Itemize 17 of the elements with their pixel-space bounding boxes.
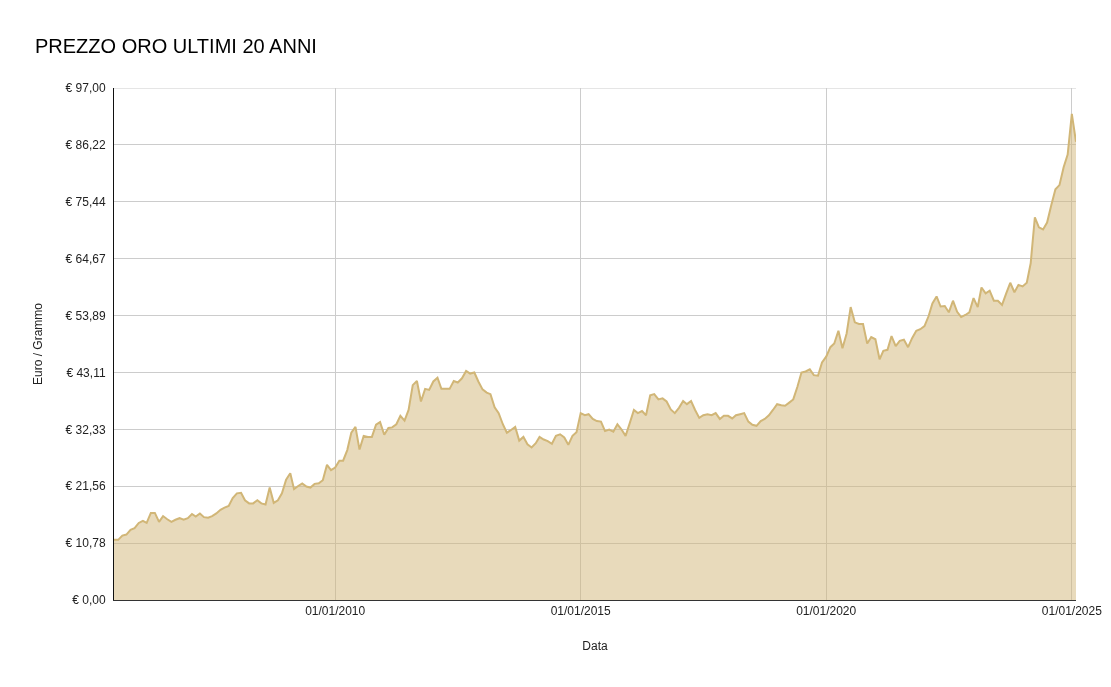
y-tick-label: € 10,78 (65, 536, 106, 551)
chart-title: PREZZO ORO ULTIMI 20 ANNI (35, 35, 317, 57)
x-tick-label: 01/01/2015 (550, 604, 612, 619)
y-tick-label: € 32,33 (65, 422, 106, 437)
y-tick-label: € 53,89 (65, 308, 106, 323)
y-tick-label: € 21,56 (65, 479, 106, 494)
y-tick-label: € 75,44 (65, 195, 106, 209)
y-axis-title: Euro / Grammo (30, 302, 45, 386)
x-tick-label: 01/01/2010 (305, 604, 366, 619)
y-tick-label: € 97,00 (65, 81, 106, 96)
y-tick-label: € 43,11 (66, 365, 106, 380)
y-tick-label: € 0,00 (72, 593, 106, 608)
x-axis-title: Data (582, 639, 608, 654)
y-tick-label: € 86,22 (65, 138, 106, 153)
x-tick-label: 01/01/2020 (796, 604, 857, 619)
x-tick-label: 01/01/2025 (1041, 604, 1103, 619)
y-tick-label: € 64,67 (65, 251, 106, 266)
